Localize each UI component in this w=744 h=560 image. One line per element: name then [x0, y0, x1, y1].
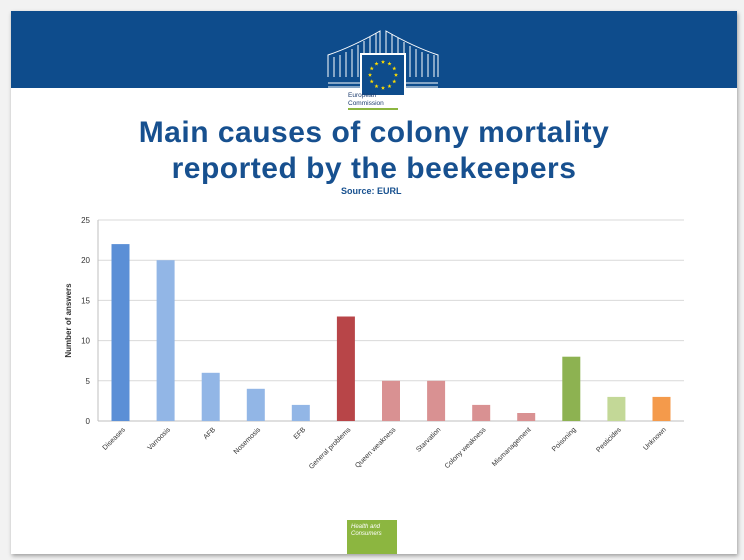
- x-tick-label: EFB: [293, 426, 308, 441]
- title-line-2: reported by the beekeepers: [171, 152, 577, 185]
- bar-mismanagement: [517, 413, 536, 421]
- logo-underline: [348, 108, 398, 110]
- eu-star: [374, 84, 379, 89]
- x-tick-label: Starvation: [415, 426, 442, 453]
- x-tick-label: Queen weakness: [354, 426, 398, 470]
- y-tick-label: 15: [81, 296, 90, 305]
- x-tick-label: AFB: [203, 426, 218, 441]
- bar-poisoning: [562, 356, 581, 421]
- eu-star: [392, 66, 397, 71]
- bar-afb: [201, 372, 220, 421]
- bar-pesticides: [607, 396, 626, 421]
- bar-colony-weakness: [472, 404, 491, 421]
- source-label: Source: EURL: [341, 186, 402, 196]
- title-line-1: Main causes of colony mortality: [138, 116, 610, 149]
- gridlines: [98, 219, 684, 422]
- eu-star: [374, 61, 379, 66]
- footer-text-line-2: Consumers: [351, 531, 382, 537]
- x-tick-label: Mismanagement: [491, 426, 533, 468]
- eu-star: [369, 79, 374, 84]
- slide: European Commission Main causes of colon…: [11, 11, 737, 554]
- x-tick-label: Varroosis: [147, 426, 173, 452]
- bars: [111, 244, 671, 421]
- bar-queen-weakness: [382, 380, 400, 421]
- y-tick-label: 0: [86, 417, 91, 426]
- logo-text-line-1: European: [348, 92, 377, 99]
- bar-unknown: [652, 396, 671, 421]
- logo-label: European Commission: [348, 92, 408, 107]
- eu-star: [387, 84, 392, 89]
- eu-star: [387, 61, 392, 66]
- bar-chart: 0 5 10 15 20 25 Diseases Varroosis AFB Nosemosis…: [64, 216, 684, 471]
- eu-star: [367, 72, 373, 77]
- x-tick-label: Diseases: [102, 426, 128, 452]
- eu-star: [392, 79, 397, 84]
- y-tick-label: 20: [81, 256, 90, 265]
- x-tick-label: Poisoning: [551, 426, 578, 453]
- footer-text-line-1: Health and: [351, 524, 381, 530]
- y-tick-label: 10: [81, 337, 90, 346]
- eu-star: [369, 66, 374, 71]
- x-tick-label: Colony weakness: [444, 426, 488, 470]
- bar-efb: [291, 404, 310, 421]
- y-tick-labels: 0 5 10 15 20 25: [81, 216, 90, 426]
- y-tick-label: 5: [86, 377, 91, 386]
- x-tick-labels: Diseases Varroosis AFB Nosemosis EFB General …: [102, 426, 668, 471]
- eu-star: [393, 72, 399, 77]
- bar-general-problems: [336, 316, 355, 421]
- bar-starvation: [427, 380, 446, 421]
- bar-varroosis: [156, 260, 175, 421]
- eu-stars-icon: [367, 59, 399, 90]
- footer-badge: Health and Consumers: [347, 520, 397, 554]
- slide-title: Main causes of colony mortality reported…: [51, 115, 697, 187]
- european-commission-logo: [327, 30, 439, 97]
- bar-diseases: [111, 244, 130, 421]
- y-axis-label: Number of answers: [64, 283, 73, 358]
- x-tick-label: Pesticides: [595, 426, 623, 454]
- eu-star: [380, 85, 386, 90]
- x-tick-label: Unknown: [642, 426, 668, 452]
- x-tick-label: Nosemosis: [233, 426, 263, 456]
- logo-text-line-2: Commission: [348, 99, 384, 107]
- bar-nosemosis: [246, 388, 265, 421]
- x-tick-label: General problems: [308, 426, 353, 471]
- eu-star: [380, 59, 386, 64]
- y-tick-label: 25: [81, 216, 90, 225]
